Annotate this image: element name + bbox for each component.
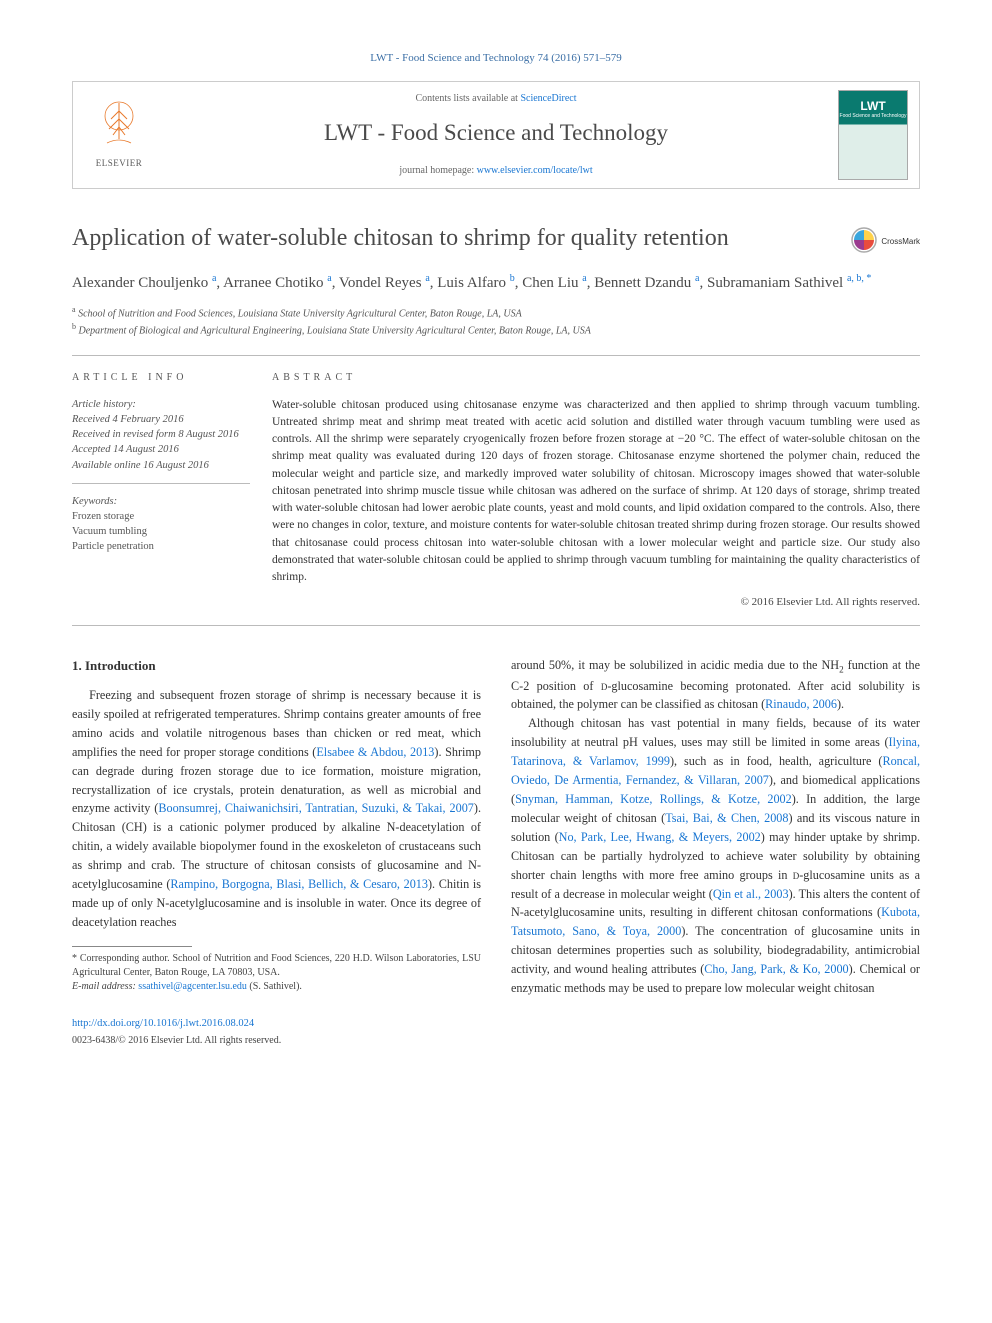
footnote-email-line: E-mail address: ssathivel@agcenter.lsu.e…: [72, 980, 481, 994]
corresponding-author-footnote: * Corresponding author. School of Nutrit…: [72, 952, 481, 994]
crossmark-icon: [851, 227, 877, 259]
citation-link[interactable]: Cho, Jang, Park, & Ko, 2000: [704, 962, 848, 976]
body-text: Although chitosan has vast potential in …: [511, 716, 920, 749]
affiliations: a School of Nutrition and Food Sciences,…: [72, 304, 920, 339]
doi-link[interactable]: http://dx.doi.org/10.1016/j.lwt.2016.08.…: [72, 1016, 920, 1032]
journal-homepage-link[interactable]: www.elsevier.com/locate/lwt: [477, 165, 593, 176]
article-info-column: ARTICLE INFO Article history: Received 4…: [72, 370, 272, 611]
citation-link[interactable]: Qin et al., 2003: [713, 887, 789, 901]
cover-subtitle: Food Science and Technology: [839, 113, 907, 121]
elsevier-logo[interactable]: ELSEVIER: [96, 99, 143, 170]
keyword: Frozen storage: [72, 509, 250, 524]
article-title: Application of water-soluble chitosan to…: [72, 223, 837, 253]
publisher-logo-cell: ELSEVIER: [73, 82, 165, 188]
elsevier-tree-icon: [97, 99, 141, 155]
contents-prefix: Contents lists available at: [415, 93, 520, 104]
publisher-label: ELSEVIER: [96, 157, 143, 171]
intro-heading: 1. Introduction: [72, 656, 481, 676]
history-accepted: Accepted 14 August 2016: [72, 442, 250, 457]
footnote-separator: [72, 946, 192, 947]
issn-copyright: 0023-6438/© 2016 Elsevier Ltd. All right…: [72, 1033, 920, 1048]
journal-header-box: ELSEVIER Contents lists available at Sci…: [72, 81, 920, 189]
email-link[interactable]: ssathivel@agcenter.lsu.edu: [138, 981, 247, 992]
citation-link[interactable]: Tsai, Bai, & Chen, 2008: [665, 811, 788, 825]
history-online: Available online 16 August 2016: [72, 458, 250, 473]
affiliation-b-text: Department of Biological and Agricultura…: [79, 326, 591, 337]
keyword: Particle penetration: [72, 539, 250, 554]
affiliation-b: b Department of Biological and Agricultu…: [72, 321, 920, 338]
body-text: ), such as in food, health, agriculture …: [670, 754, 882, 768]
intro-paragraph-1: Freezing and subsequent frozen storage o…: [72, 686, 481, 932]
article-info-heading: ARTICLE INFO: [72, 370, 250, 385]
journal-header-center: Contents lists available at ScienceDirec…: [165, 82, 827, 188]
sciencedirect-link[interactable]: ScienceDirect: [520, 93, 576, 104]
affiliation-a-text: School of Nutrition and Food Sciences, L…: [78, 308, 522, 319]
homepage-line: journal homepage: www.elsevier.com/locat…: [399, 163, 592, 178]
citation-link[interactable]: Snyman, Hamman, Kotze, Rollings, & Kotze…: [515, 792, 792, 806]
body-column-left: 1. Introduction Freezing and subsequent …: [72, 656, 481, 998]
keywords-head: Keywords:: [72, 494, 250, 509]
journal-name: LWT - Food Science and Technology: [324, 116, 668, 151]
running-head-citation: LWT - Food Science and Technology 74 (20…: [72, 50, 920, 67]
email-label: E-mail address:: [72, 981, 138, 992]
abstract-text: Water-soluble chitosan produced using ch…: [272, 397, 920, 587]
body-column-right: around 50%, it may be solubilized in aci…: [511, 656, 920, 998]
citation-link[interactable]: Rampino, Borgogna, Blasi, Bellich, & Ces…: [170, 877, 428, 891]
email-name: (S. Sathivel).: [247, 981, 302, 992]
footnote-corr: * Corresponding author. School of Nutrit…: [72, 952, 481, 980]
abstract-heading: ABSTRACT: [272, 370, 920, 385]
rule-bottom: [72, 625, 920, 626]
homepage-prefix: journal homepage:: [399, 165, 476, 176]
crossmark-label: CrossMark: [881, 236, 920, 248]
intro-paragraph-2: Although chitosan has vast potential in …: [511, 714, 920, 998]
citation-link[interactable]: Elsabee & Abdou, 2013: [316, 745, 434, 759]
contents-line: Contents lists available at ScienceDirec…: [415, 91, 576, 106]
abstract-column: ABSTRACT Water-soluble chitosan produced…: [272, 370, 920, 611]
body-text: ).: [837, 697, 844, 711]
citation-link[interactable]: No, Park, Lee, Hwang, & Meyers, 2002: [559, 830, 761, 844]
history-head: Article history:: [72, 397, 250, 412]
history-received: Received 4 February 2016: [72, 412, 250, 427]
authors-list: Alexander Chouljenko a, Arranee Chotiko …: [72, 272, 920, 294]
keyword: Vacuum tumbling: [72, 524, 250, 539]
intro-paragraph-1-cont: around 50%, it may be solubilized in aci…: [511, 656, 920, 714]
keywords-block: Keywords: Frozen storage Vacuum tumbling…: [72, 494, 250, 555]
history-revised: Received in revised form 8 August 2016: [72, 427, 250, 442]
journal-cover-cell: LWT Food Science and Technology: [827, 82, 919, 188]
rule-top: [72, 355, 920, 356]
citation-link[interactable]: Rinaudo, 2006: [765, 697, 837, 711]
abstract-copyright: © 2016 Elsevier Ltd. All rights reserved…: [272, 594, 920, 611]
crossmark-badge[interactable]: CrossMark: [851, 227, 920, 259]
citation-link[interactable]: Boonsumrej, Chaiwanichsiri, Tantratian, …: [158, 801, 474, 815]
affiliation-a: a School of Nutrition and Food Sciences,…: [72, 304, 920, 321]
journal-cover-thumbnail[interactable]: LWT Food Science and Technology: [838, 90, 908, 180]
article-history: Article history: Received 4 February 201…: [72, 397, 250, 484]
body-text: around 50%, it may be solubilized in aci…: [511, 658, 839, 672]
